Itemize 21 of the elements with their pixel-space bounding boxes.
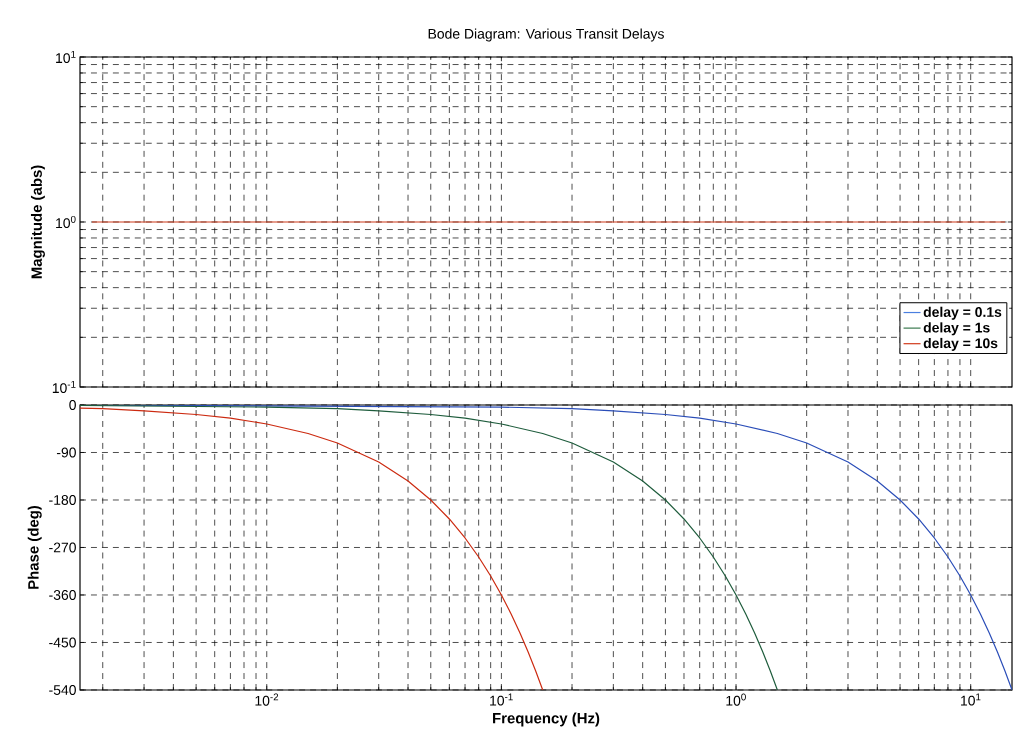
legend-label: delay = 0.1s [923,306,1002,320]
x-tick-label: 10$^{-1}$ [490,693,513,706]
legend-label: delay = 1s [923,322,990,336]
x-tick-label: 10$^{-2}$ [255,693,279,706]
y-tick-label: 10$^{0}$ [56,215,76,229]
y-tick-label: 10$^{-1}$ [52,380,76,394]
y-tick-label: 10$^{1}$ [56,50,76,64]
y-axis-title: Phase (deg) [27,505,42,589]
x-axis-title: Frequency (Hz) [493,712,600,727]
x-tick-label: 10$^{0}$ [726,693,746,706]
y-tick-label: -360 [49,590,76,600]
y-tick-label: -270 [49,542,76,553]
x-tick-label: 10$^{1}$ [961,693,981,706]
y-tick-label: -90 [56,447,76,458]
y-tick-label: -180 [49,495,76,505]
y-tick-label: -540 [49,685,76,695]
legend-label: delay = 10s [923,337,998,351]
chart-title: Bode Diagram: Various Transit Delays [428,28,664,42]
y-axis-title: Magnitude (abs) [30,165,45,279]
y-tick-label: 0 [69,400,76,410]
y-tick-label: -450 [49,637,76,648]
